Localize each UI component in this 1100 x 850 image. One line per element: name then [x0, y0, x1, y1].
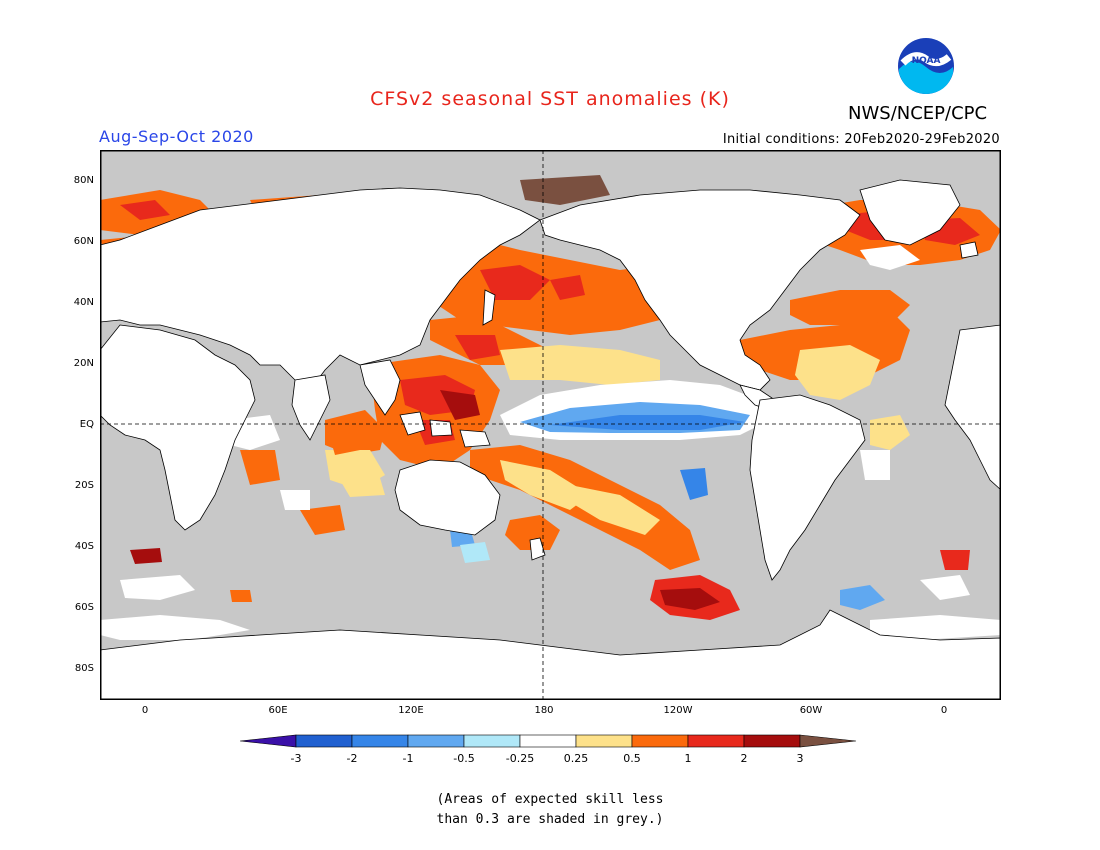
- sst-anomaly-map: [100, 150, 1001, 704]
- colorbar-label: -3: [290, 752, 302, 765]
- colorbar-label: 1: [684, 752, 692, 765]
- colorbar-label: -2: [346, 752, 358, 765]
- lat-label-20s: 20S: [74, 480, 94, 491]
- lat-label-60s: 60S: [74, 602, 94, 613]
- colorbar-segment-8: [687, 734, 745, 748]
- lon-label-120w: 120W: [663, 705, 693, 716]
- lat-label-60n: 60N: [73, 236, 94, 247]
- lon-label-0-right: 0: [940, 705, 948, 716]
- colorbar-label: 3: [796, 752, 804, 765]
- noaa-logo-text: NOAA: [912, 56, 941, 66]
- lat-label-20n: 20N: [73, 358, 94, 369]
- lon-label-60e: 60E: [268, 705, 288, 716]
- colorbar-label: 0.25: [563, 752, 589, 765]
- colorbar: [239, 733, 862, 755]
- lon-label-60w: 60W: [799, 705, 823, 716]
- colorbar-segment-6: [575, 734, 633, 748]
- colorbar-segment-3: [407, 734, 465, 748]
- lat-label-40n: 40N: [73, 297, 94, 308]
- colorbar-label: 2: [740, 752, 748, 765]
- chart-title: CFSv2 seasonal SST anomalies (K): [370, 88, 730, 110]
- lat-label-eq: EQ: [79, 419, 94, 430]
- map-border: [100, 150, 1001, 700]
- colorbar-segment-5: [519, 734, 577, 748]
- skill-note-line2: than 0.3 are shaded in grey.): [436, 812, 664, 827]
- colorbar-segment-9: [743, 734, 801, 748]
- continents: [100, 179, 1001, 700]
- colorbar-segment-2: [351, 734, 409, 748]
- colorbar-label: -0.5: [453, 752, 475, 765]
- agency-label: NWS/NCEP/CPC: [848, 103, 988, 124]
- lat-label-80n: 80N: [73, 175, 94, 186]
- season-label: Aug-Sep-Oct 2020: [99, 127, 254, 146]
- colorbar-label: -1: [402, 752, 414, 765]
- colorbar-segment-7: [631, 734, 689, 748]
- lon-label-180: 180: [534, 705, 554, 716]
- colorbar-segment-0: [239, 734, 297, 748]
- colorbar-segment-4: [463, 734, 521, 748]
- colorbar-label: 0.5: [623, 752, 641, 765]
- noaa-logo: NOAA: [897, 37, 955, 95]
- lon-label-0-left: 0: [141, 705, 149, 716]
- initial-conditions-label: Initial conditions: 20Feb2020-29Feb2020: [722, 132, 1000, 147]
- colorbar-segment-10: [799, 734, 857, 748]
- colorbar-segment-1: [295, 734, 353, 748]
- lat-label-80s: 80S: [74, 663, 94, 674]
- lat-label-40s: 40S: [74, 541, 94, 552]
- colorbar-label: -0.25: [505, 752, 535, 765]
- skill-note-line1: (Areas of expected skill less: [436, 792, 664, 807]
- lon-label-120e: 120E: [398, 705, 424, 716]
